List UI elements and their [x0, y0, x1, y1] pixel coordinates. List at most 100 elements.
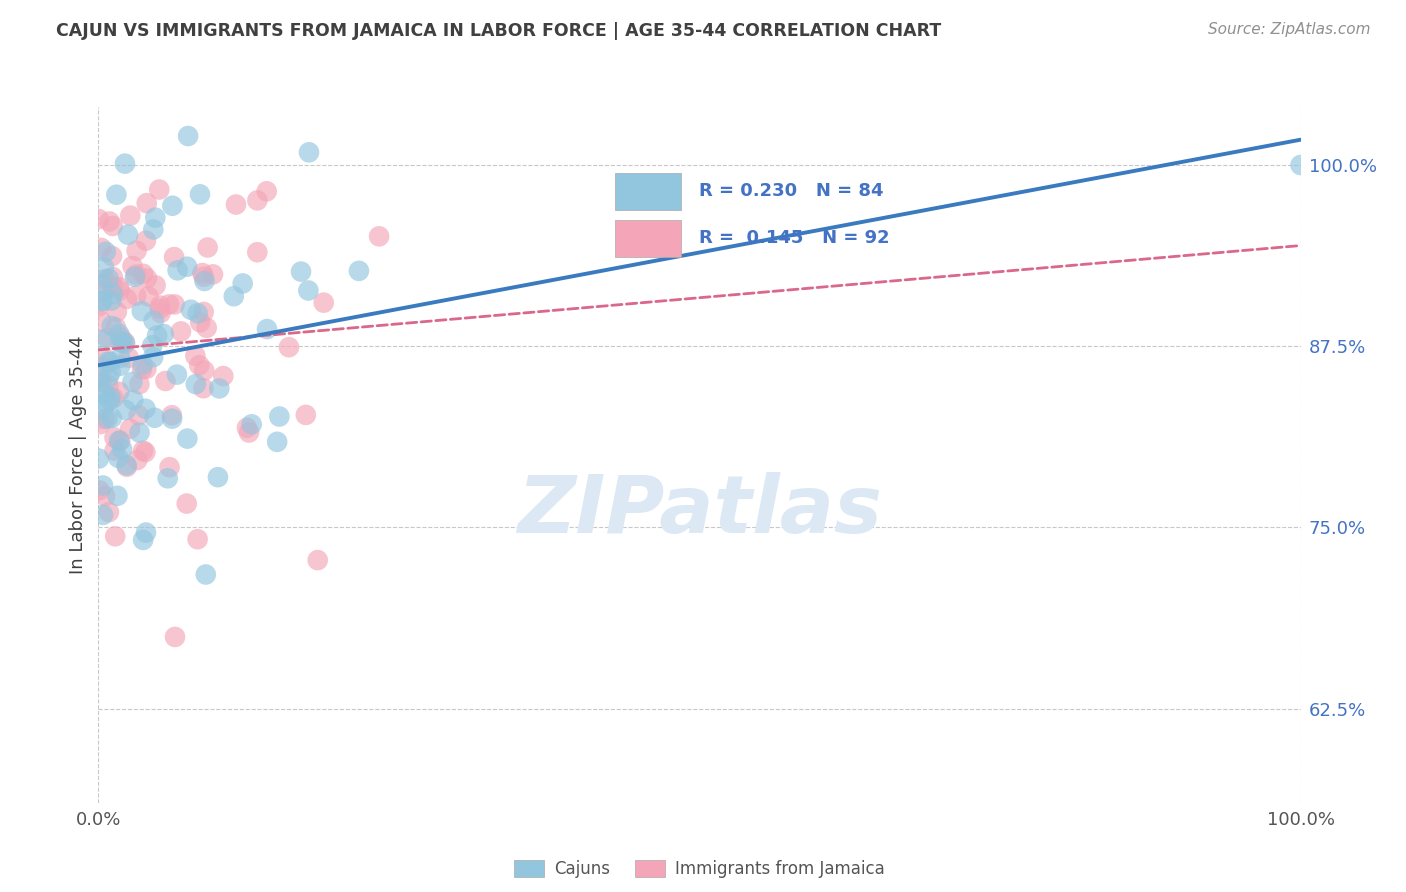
Point — [105, 187, 128, 202]
Point — [125, 288, 148, 302]
Point — [170, 325, 193, 339]
Point — [176, 260, 198, 274]
Point — [90, 293, 112, 308]
Point — [93, 351, 115, 365]
Point — [136, 271, 159, 285]
Point — [110, 331, 132, 345]
Point — [184, 377, 207, 392]
Point — [180, 302, 202, 317]
Point — [128, 409, 150, 423]
Point — [138, 289, 160, 303]
Point — [120, 209, 142, 223]
Point — [256, 184, 278, 198]
Point — [187, 533, 209, 547]
Point — [222, 289, 245, 303]
Point — [160, 409, 183, 423]
Point — [114, 156, 136, 170]
Point — [111, 334, 134, 349]
Point — [91, 294, 114, 309]
Point — [115, 292, 138, 306]
Point — [94, 489, 117, 503]
Point — [103, 391, 125, 405]
Point — [98, 393, 121, 408]
Point — [238, 425, 260, 440]
Point — [115, 403, 138, 417]
Point — [135, 234, 157, 248]
Point — [240, 417, 263, 432]
Point — [207, 470, 229, 484]
Point — [108, 284, 131, 298]
Point — [96, 411, 118, 425]
Point — [201, 268, 224, 282]
Point — [232, 277, 254, 291]
Point — [128, 425, 150, 440]
Point — [256, 322, 278, 336]
Point — [87, 300, 110, 314]
Point — [132, 443, 155, 458]
Point — [157, 297, 180, 311]
Point — [101, 249, 124, 263]
Point — [96, 355, 118, 369]
Point — [101, 270, 124, 285]
Text: Source: ZipAtlas.com: Source: ZipAtlas.com — [1208, 22, 1371, 37]
Point — [1289, 158, 1312, 172]
Point — [122, 392, 145, 407]
Text: CAJUN VS IMMIGRANTS FROM JAMAICA IN LABOR FORCE | AGE 35-44 CORRELATION CHART: CAJUN VS IMMIGRANTS FROM JAMAICA IN LABO… — [56, 22, 942, 40]
Point — [97, 378, 120, 392]
Point — [193, 363, 215, 377]
Point — [115, 458, 138, 473]
Point — [108, 434, 131, 448]
Point — [117, 227, 139, 242]
Legend: Cajuns, Immigrants from Jamaica: Cajuns, Immigrants from Jamaica — [508, 853, 891, 884]
Point — [176, 432, 198, 446]
Point — [107, 450, 129, 465]
Point — [193, 269, 215, 284]
Point — [166, 368, 188, 382]
Point — [208, 381, 231, 395]
Point — [91, 333, 114, 347]
Point — [103, 430, 125, 444]
Point — [91, 508, 114, 522]
Point — [87, 212, 110, 227]
Point — [225, 197, 247, 211]
Point — [89, 370, 111, 384]
Point — [143, 410, 166, 425]
Point — [125, 244, 148, 258]
Point — [98, 214, 121, 228]
Point — [142, 313, 165, 327]
Point — [156, 471, 179, 485]
Point — [193, 305, 215, 319]
Point — [114, 334, 136, 349]
Point — [104, 320, 127, 334]
Point — [368, 229, 391, 244]
Point — [307, 553, 329, 567]
Point — [97, 505, 120, 519]
Point — [131, 304, 153, 318]
Point — [142, 222, 165, 236]
Point — [160, 411, 183, 425]
Point — [193, 381, 215, 395]
Point — [195, 321, 218, 335]
Point — [142, 350, 165, 364]
Point — [121, 259, 143, 273]
Point — [110, 351, 132, 365]
Point — [93, 260, 115, 275]
Point — [101, 219, 124, 233]
Point — [93, 272, 115, 286]
Point — [107, 489, 129, 503]
Point — [347, 264, 370, 278]
Point — [152, 326, 174, 341]
Point — [91, 401, 114, 416]
Point — [135, 196, 157, 211]
Point — [94, 244, 117, 259]
Point — [159, 460, 181, 475]
Point — [145, 278, 167, 293]
Point — [89, 483, 111, 498]
Point — [134, 401, 156, 416]
Point — [143, 211, 166, 225]
Point — [90, 277, 112, 292]
Point — [163, 250, 186, 264]
Point — [108, 326, 131, 341]
Point — [149, 299, 172, 313]
Point — [197, 240, 219, 254]
